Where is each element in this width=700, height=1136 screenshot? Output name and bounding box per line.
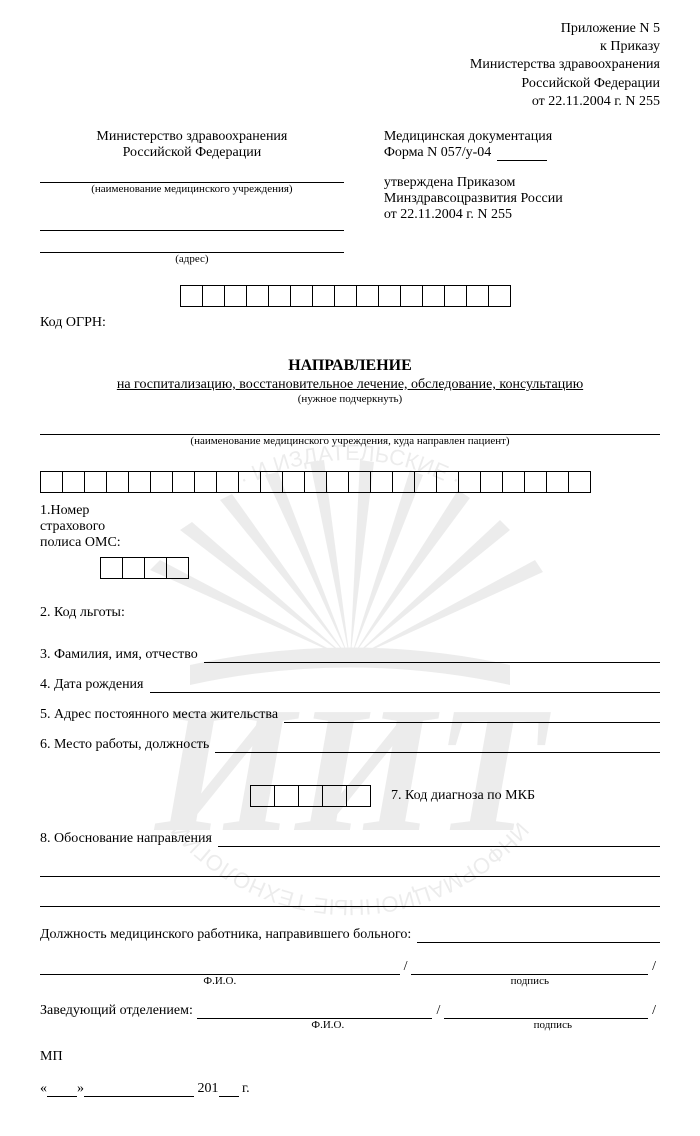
field-4-line xyxy=(150,677,661,693)
field-8-extra-line xyxy=(40,891,660,907)
date-suffix: г. xyxy=(242,1081,250,1096)
field-6-row: 6. Место работы, должность xyxy=(40,737,660,753)
approved-line: Минздравсоцразвития России xyxy=(384,191,660,207)
field-1-label: 1.Номер страхового полиса ОМС: xyxy=(40,503,660,551)
docform-line: Медицинская документация xyxy=(384,129,660,145)
field-6-label: 6. Место работы, должность xyxy=(40,737,215,753)
destination-caption: (наименование медицинского учреждения, к… xyxy=(40,435,660,447)
destination-line xyxy=(40,419,660,435)
institution-name-line xyxy=(40,165,344,183)
form-number-row: Форма N 057/у-04 xyxy=(384,145,660,161)
field-7-row: 7. Код диагноза по МКБ xyxy=(40,775,660,817)
field-3-label: 3. Фамилия, имя, отчество xyxy=(40,647,204,663)
field-4-label: 4. Дата рождения xyxy=(40,677,150,693)
field-3-line xyxy=(204,647,660,663)
sign-caption: подпись xyxy=(446,1019,660,1031)
approved-line: от 22.11.2004 г. N 255 xyxy=(384,207,660,223)
fio-caption: Ф.И.О. xyxy=(40,975,400,987)
ogrn-label: Код ОГРН: xyxy=(40,315,660,331)
fio-caption: Ф.И.О. xyxy=(210,1019,446,1031)
ministry-line: Российской Федерации xyxy=(40,145,344,161)
appendix-line: к Приказу xyxy=(40,38,660,56)
appendix-line: Министерства здравоохранения xyxy=(40,56,660,74)
approved-line: утверждена Приказом xyxy=(384,175,660,191)
field-3-row: 3. Фамилия, имя, отчество xyxy=(40,647,660,663)
field-8-row: 8. Обоснование направления xyxy=(40,831,660,847)
appendix-line: Приложение N 5 xyxy=(40,20,660,38)
position-line xyxy=(417,927,660,943)
header-right: Медицинская документация Форма N 057/у-0… xyxy=(374,129,660,265)
policy-cells-long xyxy=(40,471,660,493)
mkb-cells xyxy=(250,785,371,807)
signature-row-2: Заведующий отделением: / / xyxy=(40,1003,660,1019)
address-caption: (адрес) xyxy=(40,253,344,265)
field-5-line xyxy=(284,707,660,723)
sign-caption: подпись xyxy=(400,975,660,987)
position-row: Должность медицинского работника, направ… xyxy=(40,927,660,943)
head-label: Заведующий отделением: xyxy=(40,1003,197,1019)
field-1-line: полиса ОМС: xyxy=(40,535,660,551)
mp-label: МП xyxy=(40,1049,660,1065)
field-2-label: 2. Код льготы: xyxy=(40,605,660,621)
position-label: Должность медицинского работника, направ… xyxy=(40,927,417,943)
form-number-label: Форма N 057/у-04 xyxy=(384,145,492,161)
field-1-line: страхового xyxy=(40,519,660,535)
header-left: Министерство здравоохранения Российской … xyxy=(40,129,344,265)
signature-caption-1: Ф.И.О. подпись xyxy=(40,975,660,987)
field-5-row: 5. Адрес постоянного места жительства xyxy=(40,707,660,723)
appendix-line: от 22.11.2004 г. N 255 xyxy=(40,93,660,111)
institution-caption: (наименование медицинского учреждения) xyxy=(40,183,344,195)
doc-title: НАПРАВЛЕНИЕ xyxy=(40,357,660,375)
signature-caption-2: Ф.И.О. подпись xyxy=(40,1019,660,1031)
field-7-label: 7. Код диагноза по МКБ xyxy=(391,788,535,804)
field-1-line: 1.Номер xyxy=(40,503,660,519)
appendix-block: Приложение N 5 к Приказу Министерства зд… xyxy=(40,20,660,111)
subtitle-caption: (нужное подчеркнуть) xyxy=(40,393,660,405)
field-5-label: 5. Адрес постоянного места жительства xyxy=(40,707,284,723)
address-line xyxy=(40,213,344,231)
policy-cells-short xyxy=(100,557,192,579)
doc-subtitle: на госпитализацию, восстановительное леч… xyxy=(40,377,660,393)
date-row: «» 201 г. xyxy=(40,1081,660,1097)
field-8-line xyxy=(218,831,660,847)
appendix-line: Российской Федерации xyxy=(40,75,660,93)
address-line xyxy=(40,235,344,253)
signature-row-1: / / xyxy=(40,959,660,975)
field-4-row: 4. Дата рождения xyxy=(40,677,660,693)
date-year-prefix: 201 xyxy=(198,1081,219,1096)
form-number-blank xyxy=(497,147,547,161)
field-8-label: 8. Обоснование направления xyxy=(40,831,218,847)
field-6-line xyxy=(215,737,660,753)
ministry-line: Министерство здравоохранения xyxy=(40,129,344,145)
field-8-extra-line xyxy=(40,861,660,877)
ogrn-cells xyxy=(180,285,511,307)
